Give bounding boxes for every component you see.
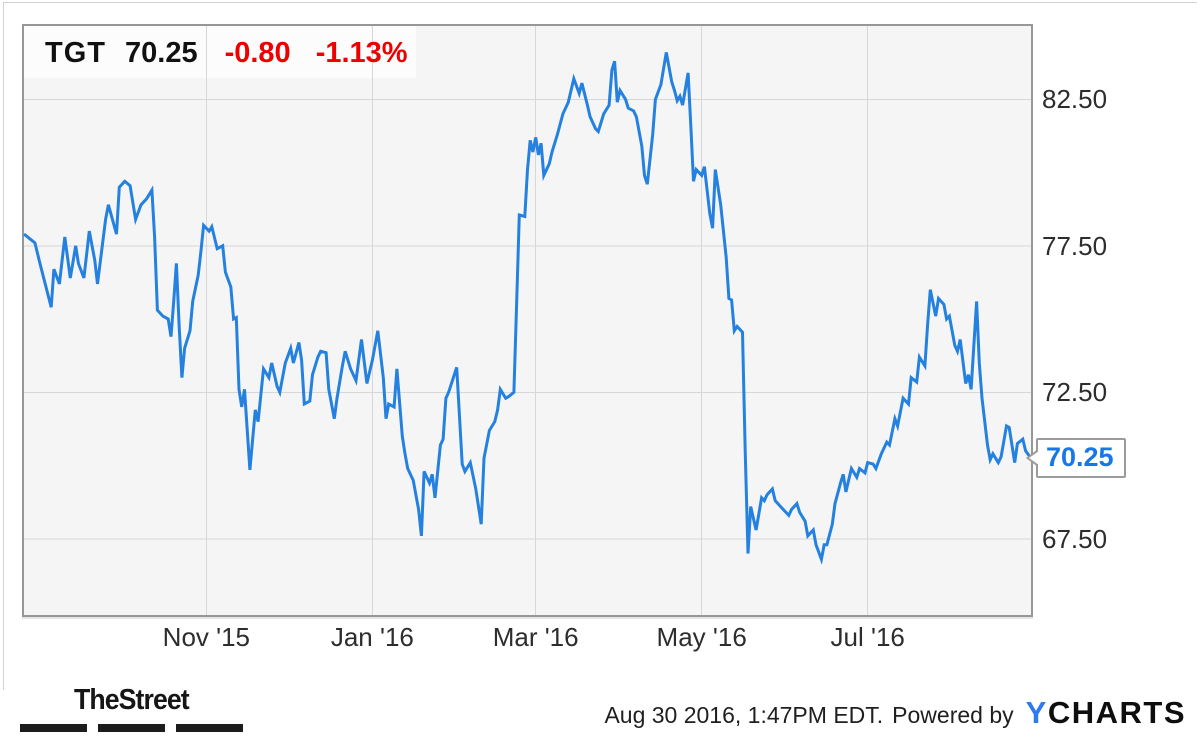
y-axis-label: 67.50 [1042,523,1108,554]
x-axis-label: Nov '15 [162,622,251,652]
quote-header: TGT 70.25 -0.80 -1.13% [24,26,433,78]
last-price: 70.25 [125,37,198,69]
page-top-border [3,2,1197,3]
price-change: -0.80 [224,37,291,69]
ycharts-logo[interactable]: YCHARTS [1026,695,1186,731]
ticker-symbol: TGT [45,37,106,69]
ycharts-logo-y: Y [1025,695,1048,730]
page-left-border [3,2,4,690]
x-axis-label: Mar '16 [492,622,579,652]
thestreet-logo-bars [20,724,244,732]
attribution-footer: Aug 30 2016, 1:47PM EDT. Powered by YCHA… [604,695,1186,731]
price-line[interactable] [23,52,1033,565]
timestamp: Aug 30 2016, 1:47PM EDT. [604,702,884,728]
ycharts-logo-charts: CHARTS [1047,695,1186,730]
y-axis-label: 77.50 [1042,230,1108,261]
y-axis-label: 82.50 [1042,84,1108,115]
x-axis-label: Jan '16 [330,622,414,652]
x-axis-label: Jul '16 [830,622,905,652]
thestreet-logo[interactable]: TheStreet [20,684,244,732]
current-price-callout: 70.25 [1026,438,1126,479]
quote-header-background [24,26,416,78]
y-axis-label: 72.50 [1042,377,1108,408]
powered-by-label: Powered by [892,702,1014,728]
thestreet-wordmark: TheStreet [74,684,190,716]
logo-bar [20,724,87,732]
price-change-percent: -1.13% [315,37,408,69]
x-axis-label: May '16 [656,622,747,652]
logo-bar [98,724,165,732]
logo-bar [176,724,243,732]
callout-price: 70.25 [1046,442,1114,473]
